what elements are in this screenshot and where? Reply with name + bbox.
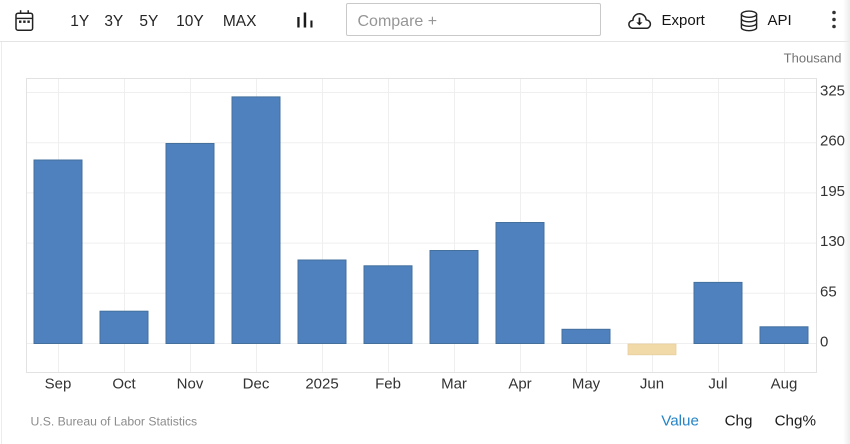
svg-text:Chg%: Chg%: [775, 413, 816, 430]
svg-text:Thousand: Thousand: [784, 51, 842, 66]
svg-text:Aug: Aug: [771, 376, 798, 393]
svg-text:Feb: Feb: [375, 376, 401, 393]
svg-text:Oct: Oct: [112, 376, 136, 393]
svg-text:U.S. Bureau of Labor Statistic: U.S. Bureau of Labor Statistics: [31, 415, 198, 429]
svg-text:Apr: Apr: [508, 376, 531, 393]
svg-text:325: 325: [820, 83, 845, 100]
svg-text:Sep: Sep: [45, 376, 72, 393]
svg-text:2025: 2025: [305, 376, 338, 393]
svg-text:Mar: Mar: [441, 376, 467, 393]
svg-text:Value: Value: [661, 413, 699, 430]
svg-text:260: 260: [820, 133, 845, 150]
svg-text:Jun: Jun: [640, 376, 664, 393]
svg-text:130: 130: [820, 233, 845, 250]
svg-text:65: 65: [820, 283, 837, 300]
svg-text:Chg: Chg: [725, 413, 753, 430]
svg-text:May: May: [572, 376, 601, 393]
svg-text:0: 0: [820, 334, 828, 351]
svg-text:Dec: Dec: [243, 376, 270, 393]
svg-text:195: 195: [820, 183, 845, 200]
svg-text:Nov: Nov: [177, 376, 204, 393]
svg-text:Jul: Jul: [708, 376, 727, 393]
